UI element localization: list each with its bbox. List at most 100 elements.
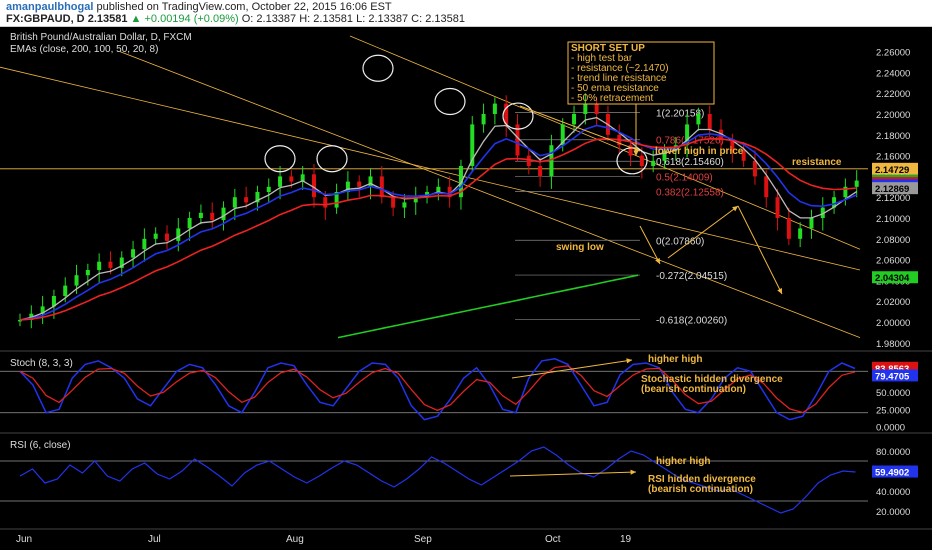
ema-20-line xyxy=(19,116,858,321)
candle-body xyxy=(730,140,735,151)
x-tick-label: 19 xyxy=(620,534,632,545)
candle-body xyxy=(176,228,181,241)
stoch-k-line xyxy=(19,358,856,421)
price-pane[interactable]: British Pound/Australian Dollar, D, FXCM… xyxy=(0,32,932,352)
candle-body xyxy=(572,114,577,125)
candle-body xyxy=(560,124,565,146)
candle-body xyxy=(786,218,791,239)
y-tick-label: 2.06000 xyxy=(876,256,910,267)
annotation-arrowhead xyxy=(630,469,636,475)
candle-body xyxy=(63,285,68,296)
stoch-y-tick: 25.0000 xyxy=(876,405,910,416)
candle-body xyxy=(752,160,757,177)
annotation-arrowhead xyxy=(634,146,640,152)
candle-body xyxy=(764,176,769,198)
candle-body xyxy=(470,124,475,166)
candle-body xyxy=(413,197,418,203)
stoch-bearish-label: (bearish continuation) xyxy=(641,384,746,395)
price-tag-value: 2.12869 xyxy=(875,184,909,195)
published-info: published on TradingView.com, October 22… xyxy=(96,1,392,13)
chart-header: amanpaulbhogal published on TradingView.… xyxy=(0,0,932,27)
stoch-value-box xyxy=(872,369,918,382)
candle-body xyxy=(843,186,848,198)
y-tick-label: 2.24000 xyxy=(876,68,910,79)
highlight-circle xyxy=(362,54,394,82)
rsi-value-box xyxy=(872,465,918,478)
candle-body xyxy=(164,233,169,241)
candle-body xyxy=(832,197,837,208)
x-tick-label: Jun xyxy=(16,534,32,545)
candle-body xyxy=(40,306,45,314)
candle-body xyxy=(74,275,79,286)
candle-body xyxy=(368,176,373,187)
candle-body xyxy=(379,176,384,198)
trendline-lower xyxy=(119,51,861,338)
trading-chart[interactable]: British Pound/Australian Dollar, D, FXCM… xyxy=(0,26,932,550)
stoch-y-tick: 0.0000 xyxy=(876,423,905,434)
candle-body xyxy=(187,218,192,229)
candle-body xyxy=(481,114,486,125)
fib-level-label: 0.382(2.12558) xyxy=(656,187,724,198)
y-tick-label: 2.26000 xyxy=(876,48,910,59)
candle-body xyxy=(311,174,316,198)
candle-body xyxy=(278,176,283,187)
candle-body xyxy=(526,155,531,166)
candle-body xyxy=(334,192,339,208)
fib-level-label: 0(2.07860) xyxy=(656,236,704,247)
setup-box-line: - trend line resistance xyxy=(571,73,667,84)
candle-body xyxy=(108,261,113,268)
rsi-bearish-label: (bearish continuation) xyxy=(648,484,753,495)
candle-body xyxy=(153,233,158,239)
rsi-line xyxy=(19,446,856,514)
candle-body xyxy=(244,197,249,203)
candle-body xyxy=(538,166,543,177)
candle-body xyxy=(775,197,780,218)
candle-body xyxy=(221,207,226,221)
rsi-divergence-label: RSI hidden divergence xyxy=(648,474,756,485)
candle-body xyxy=(255,192,260,203)
ema-200-line xyxy=(337,274,639,339)
candle-body xyxy=(232,197,237,208)
last-price: 2.13581 xyxy=(87,13,128,25)
candle-body xyxy=(809,218,814,229)
swing-low-label: swing low xyxy=(556,242,604,253)
rsi-pane[interactable]: RSI (6, close)80.000060.000040.000020.00… xyxy=(0,440,932,530)
candle-body xyxy=(662,150,667,161)
candle-body xyxy=(696,114,701,125)
x-tick-label: Aug xyxy=(286,534,304,545)
rsi-y-tick: 20.0000 xyxy=(876,507,910,518)
annotation-arrowhead xyxy=(655,258,660,264)
stoch-value-tag: 79.4705 xyxy=(875,371,910,382)
candle-body xyxy=(707,114,712,130)
y-tick-label: 2.18000 xyxy=(876,131,910,142)
setup-box-line: SHORT SET UP xyxy=(571,43,645,54)
candle-body xyxy=(402,202,407,208)
candle-body xyxy=(583,103,588,114)
candle-body xyxy=(515,124,520,156)
stoch-divergence-label: Stochastic hidden divergence xyxy=(641,374,783,385)
candle-body xyxy=(131,249,136,258)
y-tick-label: 2.08000 xyxy=(876,235,910,246)
annotation-layer: SHORT SET UP- high test bar- resistance … xyxy=(264,41,842,495)
y-tick-label: 2.20000 xyxy=(876,110,910,121)
ema-100-line xyxy=(19,137,857,321)
candle-body xyxy=(685,124,690,146)
setup-box-line: - 50 ema resistance xyxy=(571,83,659,94)
rsi-value-tag: 59.4902 xyxy=(875,468,909,479)
x-tick-label: Jul xyxy=(148,534,161,545)
annotation-arrowhead xyxy=(777,288,782,294)
annotation-arrow xyxy=(519,105,641,152)
price-change: ▲ +0.00194 (+0.09%) xyxy=(130,13,239,25)
stochastic-pane[interactable]: Stoch (8, 3, 3)75.000050.000025.00000.00… xyxy=(0,358,932,434)
candle-body xyxy=(142,238,147,250)
annotation-arrow xyxy=(639,225,661,265)
highlight-circle xyxy=(316,145,348,173)
author-name[interactable]: amanpaulbhogal xyxy=(6,1,94,13)
annotation-arrow xyxy=(737,205,783,295)
candle-body xyxy=(300,174,305,182)
lower-high-label: lower high in price xyxy=(655,146,744,157)
candle-body xyxy=(447,186,452,198)
candle-body xyxy=(628,145,633,156)
annotation-arrow xyxy=(511,359,633,379)
x-tick-label: Sep xyxy=(414,534,432,545)
